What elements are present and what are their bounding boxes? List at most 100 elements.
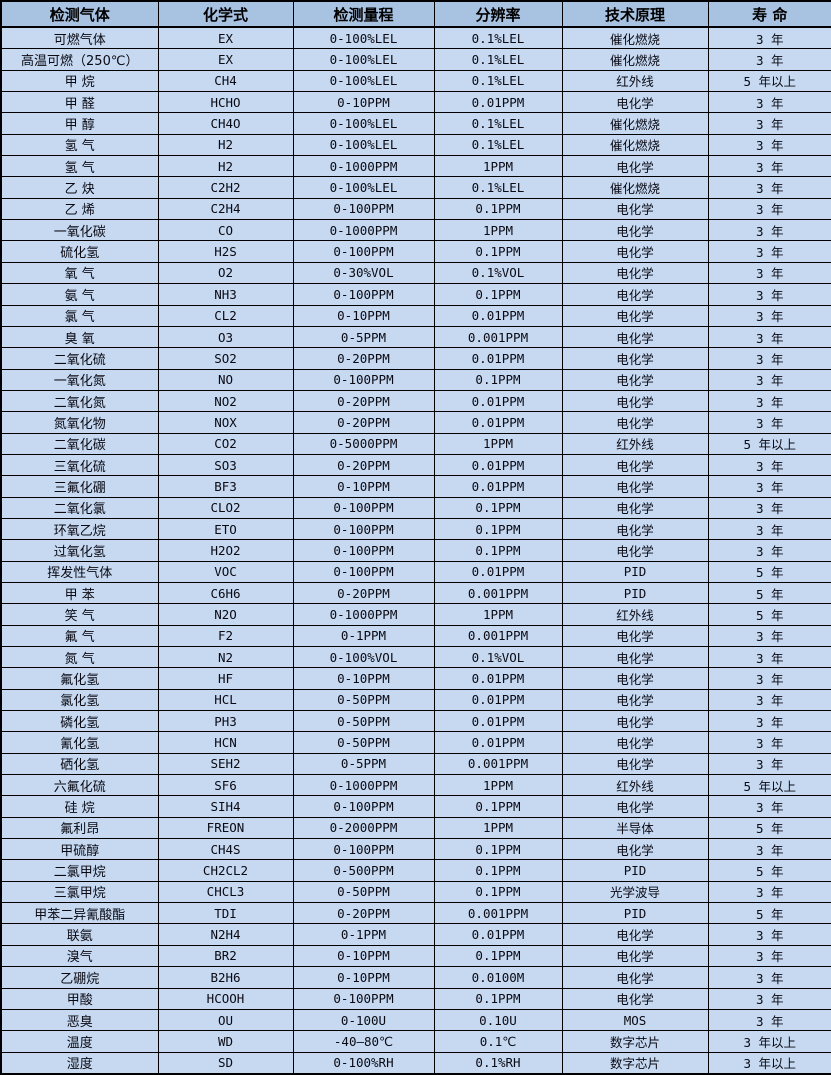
cell-gas-name: 硒化氢 (0, 752, 159, 776)
cell-range: 0-50PPM (292, 710, 435, 733)
cell-gas-name: 三氧化硫 (0, 453, 159, 477)
cell-principle: 红外线 (561, 69, 709, 93)
cell-lifespan: 3 年以上 (707, 1051, 831, 1075)
cell-formula: SEH2 (157, 752, 294, 776)
cell-principle: PID (561, 902, 709, 925)
cell-resolution: 0.01PPM (433, 411, 563, 434)
cell-resolution: 0.1PPM (433, 240, 563, 263)
cell-range: 0-100%LEL (292, 133, 435, 157)
cell-formula: CO2 (157, 432, 294, 455)
cell-formula: HF (157, 667, 294, 690)
cell-gas-name: 甲苯二异氰酸酯 (0, 902, 159, 925)
table-row: 硅 烷 SIH4 0-100PPM 0.1PPM 电化学 3 年 (0, 795, 831, 818)
cell-principle: 电化学 (561, 347, 709, 370)
cell-resolution: 0.1%LEL (433, 112, 563, 135)
cell-range: 0-100%LEL (292, 112, 435, 135)
cell-principle: 电化学 (561, 283, 709, 306)
cell-principle: 电化学 (561, 987, 709, 1010)
cell-resolution: 0.1PPM (433, 283, 563, 306)
cell-principle: 电化学 (561, 411, 709, 434)
cell-formula: BF3 (157, 475, 294, 498)
cell-formula: TDI (157, 902, 294, 925)
table-body: 可燃气体 EX 0-100%LEL 0.1%LEL 催化燃烧 3 年高温可燃（250℃） E… (0, 26, 831, 1075)
cell-resolution: 0.001PPM (433, 325, 563, 349)
table-row: 氟化氢 HF 0-10PPM 0.01PPM 电化学 3 年 (0, 667, 831, 690)
cell-principle: 电化学 (561, 795, 709, 818)
cell-formula: CHCL3 (157, 880, 294, 904)
table-row: 甲 烷 CH4 0-100%LEL 0.1%LEL 红外线 5 年以上 (0, 69, 831, 93)
table-row: 甲苯二异氰酸酯 TDI 0-20PPM 0.001PPM PID 5 年 (0, 902, 831, 925)
table-row: 氢 气 H2 0-100%LEL 0.1%LEL 催化燃烧 3 年 (0, 133, 831, 157)
cell-resolution: 0.1%RH (433, 1051, 563, 1075)
cell-resolution: 0.1PPM (433, 944, 563, 968)
cell-formula: H2S (157, 240, 294, 263)
cell-gas-name: 笑 气 (0, 603, 159, 626)
cell-gas-name: 环氧乙烷 (0, 517, 159, 541)
table-row: 氮 气 N2 0-100%VOL 0.1%VOL 电化学 3 年 (0, 645, 831, 669)
cell-resolution: 0.001PPM (433, 581, 563, 605)
cell-range: 0-20PPM (292, 453, 435, 477)
cell-formula: CL2 (157, 304, 294, 327)
table-row: 高温可燃（250℃） EX 0-100%LEL 0.1%LEL 催化燃烧 3 年 (0, 48, 831, 71)
table-row: 氟利昂 FREON 0-2000PPM 1PPM 半导体 5 年 (0, 816, 831, 840)
cell-principle: 电化学 (561, 923, 709, 946)
cell-principle: 电化学 (561, 304, 709, 327)
cell-lifespan: 3 年 (707, 283, 831, 306)
cell-range: 0-100PPM (292, 560, 435, 583)
cell-principle: 红外线 (561, 774, 709, 797)
cell-principle: 电化学 (561, 91, 709, 114)
cell-resolution: 0.1%LEL (433, 176, 563, 199)
cell-principle: 催化燃烧 (561, 133, 709, 157)
cell-resolution: 0.1PPM (433, 197, 563, 221)
cell-lifespan: 3 年 (707, 880, 831, 904)
cell-principle: 电化学 (561, 261, 709, 285)
cell-lifespan: 3 年 (707, 710, 831, 733)
cell-formula: ETO (157, 517, 294, 541)
cell-formula: HCOOH (157, 987, 294, 1010)
cell-formula: H2 (157, 133, 294, 157)
cell-range: 0-10PPM (292, 966, 435, 989)
cell-formula: OU (157, 1008, 294, 1032)
cell-formula: SIH4 (157, 795, 294, 818)
cell-resolution: 0.01PPM (433, 731, 563, 754)
cell-formula: VOC (157, 560, 294, 583)
cell-resolution: 1PPM (433, 774, 563, 797)
cell-gas-name: 氧 气 (0, 261, 159, 285)
table-row: 氯 气 CL2 0-10PPM 0.01PPM 电化学 3 年 (0, 304, 831, 327)
cell-principle: 电化学 (561, 539, 709, 562)
cell-principle: 电化学 (561, 731, 709, 754)
table-row: 挥发性气体 VOC 0-100PPM 0.01PPM PID 5 年 (0, 560, 831, 583)
cell-resolution: 0.1PPM (433, 987, 563, 1010)
cell-gas-name: 硅 烷 (0, 795, 159, 818)
cell-gas-name: 一氧化氮 (0, 368, 159, 391)
cell-gas-name: 磷化氢 (0, 710, 159, 733)
cell-principle: PID (561, 581, 709, 605)
cell-formula: C6H6 (157, 581, 294, 605)
table-row: 甲 苯 C6H6 0-20PPM 0.001PPM PID 5 年 (0, 581, 831, 605)
cell-gas-name: 氯 气 (0, 304, 159, 327)
cell-resolution: 0.1PPM (433, 368, 563, 391)
table-row: 二氧化氯 CLO2 0-100PPM 0.1PPM 电化学 3 年 (0, 496, 831, 519)
cell-lifespan: 3 年 (707, 688, 831, 712)
cell-principle: 催化燃烧 (561, 112, 709, 135)
cell-lifespan: 3 年 (707, 966, 831, 989)
cell-range: 0-100PPM (292, 517, 435, 541)
cell-range: -40—80℃ (292, 1030, 435, 1053)
cell-range: 0-20PPM (292, 389, 435, 413)
cell-gas-name: 二氧化氮 (0, 389, 159, 413)
cell-gas-name: 氯化氢 (0, 688, 159, 712)
cell-principle: PID (561, 560, 709, 583)
cell-resolution: 0.01PPM (433, 475, 563, 498)
cell-gas-name: 三氟化硼 (0, 475, 159, 498)
cell-resolution: 0.1%LEL (433, 133, 563, 157)
table-row: 过氧化氢 H2O2 0-100PPM 0.1PPM 电化学 3 年 (0, 539, 831, 562)
cell-range: 0-100PPM (292, 496, 435, 519)
cell-formula: WD (157, 1030, 294, 1053)
cell-lifespan: 3 年 (707, 48, 831, 71)
table-row: 一氧化氮 NO 0-100PPM 0.1PPM 电化学 3 年 (0, 368, 831, 391)
cell-principle: 电化学 (561, 453, 709, 477)
cell-formula: H2O2 (157, 539, 294, 562)
cell-lifespan: 3 年 (707, 944, 831, 968)
table-row: 环氧乙烷 ETO 0-100PPM 0.1PPM 电化学 3 年 (0, 517, 831, 541)
cell-lifespan: 3 年 (707, 197, 831, 221)
